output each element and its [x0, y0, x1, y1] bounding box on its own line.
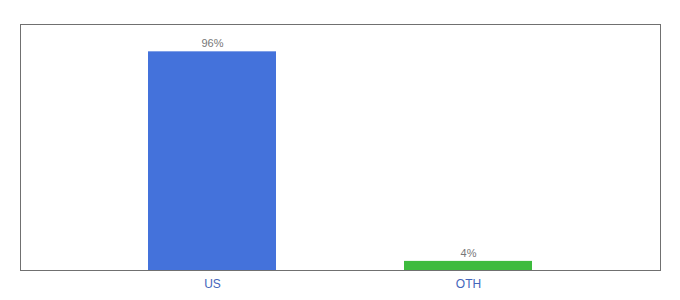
svg-text:96%: 96%	[201, 37, 223, 49]
svg-text:US: US	[204, 277, 221, 291]
svg-text:OTH: OTH	[456, 277, 481, 291]
svg-text:4%: 4%	[461, 247, 477, 259]
